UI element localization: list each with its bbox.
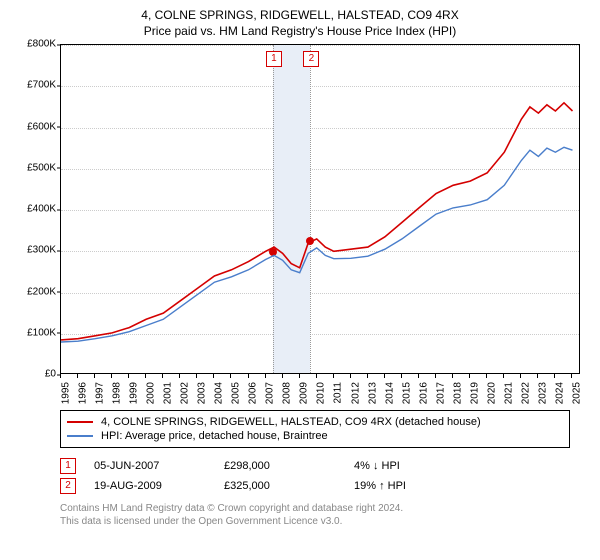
sale-date: 19-AUG-2009 <box>94 480 224 492</box>
x-tick-label: 2020 <box>486 382 497 404</box>
chart-title-line2: Price paid vs. HM Land Registry's House … <box>0 22 600 44</box>
x-tick-label: 2017 <box>435 382 446 404</box>
y-axis-ticks: £0£100K£200K£300K£400K£500K£600K£700K£80… <box>20 44 60 374</box>
y-tick-label: £100K <box>20 327 56 338</box>
x-tick-label: 2010 <box>316 382 327 404</box>
x-tick-label: 1997 <box>94 382 105 404</box>
y-tick-label: £200K <box>20 286 56 297</box>
x-tick-label: 2021 <box>503 382 514 404</box>
x-tick-label: 2025 <box>571 382 582 404</box>
x-tick-label: 2016 <box>418 382 429 404</box>
x-tick-label: 2003 <box>196 382 207 404</box>
chart-block: 12 £0£100K£200K£300K£400K£500K£600K£700K… <box>20 44 580 374</box>
x-tick-label: 2024 <box>554 382 565 404</box>
x-tick-label: 2008 <box>282 382 293 404</box>
x-tick-label: 2015 <box>401 382 412 404</box>
x-axis-ticks: 1995 1996 1997 1998 1999 2000 2001 2002 2003 2004… <box>60 374 580 414</box>
x-tick-label: 2009 <box>299 382 310 404</box>
sales-table: 1 05-JUN-2007 £298,000 4% ↓ HPI 2 19-AUG… <box>60 456 600 496</box>
footnote: Contains HM Land Registry data © Crown c… <box>60 502 600 528</box>
x-tick-label: 2000 <box>145 382 156 404</box>
chart-title-line1: 4, COLNE SPRINGS, RIDGEWELL, HALSTEAD, C… <box>0 0 600 22</box>
sale-delta: 4% ↓ HPI <box>354 460 484 472</box>
legend-label-property: 4, COLNE SPRINGS, RIDGEWELL, HALSTEAD, C… <box>101 416 481 428</box>
sale-marker-2: 2 <box>60 478 76 494</box>
x-tick-label: 2004 <box>213 382 224 404</box>
sale-delta: 19% ↑ HPI <box>354 480 484 492</box>
x-tick-label: 1995 <box>60 382 71 404</box>
x-tick-label: 2005 <box>230 382 241 404</box>
legend-line-property <box>67 421 93 423</box>
x-tick-label: 2002 <box>179 382 190 404</box>
x-tick-label: 2001 <box>162 382 173 404</box>
y-tick-label: £800K <box>20 39 56 50</box>
x-tick-label: 2011 <box>333 382 344 404</box>
y-tick-label: £600K <box>20 121 56 132</box>
y-tick-label: £700K <box>20 80 56 91</box>
x-tick-label: 2023 <box>537 382 548 404</box>
chart-container: { "title_line1": "4, COLNE SPRINGS, RIDG… <box>0 0 600 560</box>
legend: 4, COLNE SPRINGS, RIDGEWELL, HALSTEAD, C… <box>60 410 570 448</box>
x-tick-label: 1998 <box>111 382 122 404</box>
table-row: 2 19-AUG-2009 £325,000 19% ↑ HPI <box>60 476 600 496</box>
legend-label-hpi: HPI: Average price, detached house, Brai… <box>101 430 328 442</box>
y-tick-label: £0 <box>20 369 56 380</box>
legend-line-hpi <box>67 435 93 437</box>
plot-area: 12 <box>60 44 580 374</box>
x-tick-label: 2012 <box>350 382 361 404</box>
table-row: 1 05-JUN-2007 £298,000 4% ↓ HPI <box>60 456 600 476</box>
x-tick-label: 2013 <box>367 382 378 404</box>
x-tick-label: 2019 <box>469 382 480 404</box>
series-hpi <box>61 147 573 342</box>
y-tick-label: £500K <box>20 162 56 173</box>
x-tick-label: 2014 <box>384 382 395 404</box>
legend-item-hpi: HPI: Average price, detached house, Brai… <box>67 429 563 443</box>
sale-price: £298,000 <box>224 460 354 472</box>
series-property <box>61 103 573 340</box>
x-tick-label: 2007 <box>265 382 276 404</box>
sale-marker-1: 1 <box>60 458 76 474</box>
x-tick-label: 2022 <box>520 382 531 404</box>
footnote-line1: Contains HM Land Registry data © Crown c… <box>60 502 600 515</box>
series-svg <box>61 45 581 375</box>
sale-price: £325,000 <box>224 480 354 492</box>
y-tick-label: £400K <box>20 204 56 215</box>
footnote-line2: This data is licensed under the Open Gov… <box>60 515 600 528</box>
sale-date: 05-JUN-2007 <box>94 460 224 472</box>
x-tick-label: 2006 <box>248 382 259 404</box>
legend-item-property: 4, COLNE SPRINGS, RIDGEWELL, HALSTEAD, C… <box>67 415 563 429</box>
x-tick-label: 1996 <box>77 382 88 404</box>
y-tick-label: £300K <box>20 245 56 256</box>
x-tick-label: 2018 <box>452 382 463 404</box>
x-tick-label: 1999 <box>128 382 139 404</box>
